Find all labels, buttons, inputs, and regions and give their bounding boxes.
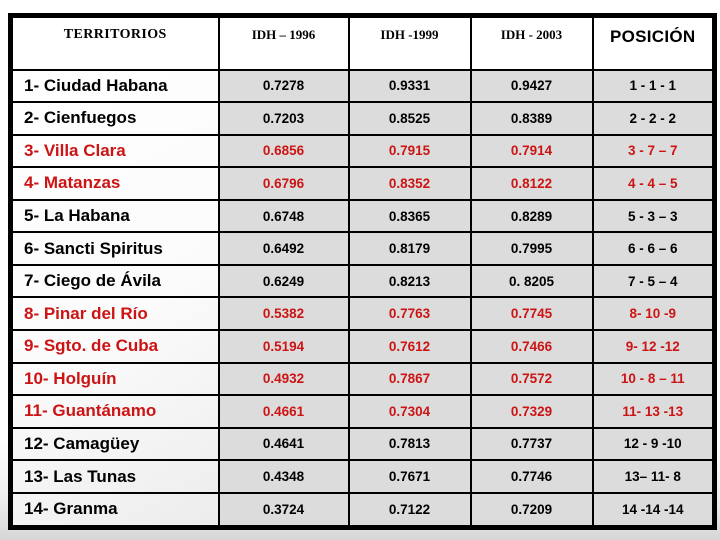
territory-cell: 11- Guantánamo (9, 394, 220, 429)
posicion-cell: 14 -14 -14 (591, 491, 716, 529)
table-row: 3- Villa Clara 0.6856 0.7915 0.7914 3 - 7 – … (9, 133, 716, 169)
territory-cell: 10- Holguín (9, 361, 220, 397)
territory-cell: 4- Matanzas (9, 166, 220, 201)
idh-1999-cell: 0.7763 (347, 296, 472, 331)
idh-1996-cell: 0.4661 (217, 394, 350, 429)
territory-cell: 2- Cienfuegos (9, 101, 220, 136)
idh-1999-cell: 0.7915 (347, 133, 472, 169)
territory-cell: 9- Sgto. de Cuba (9, 329, 220, 364)
idh-1999-cell: 0.8525 (347, 101, 472, 136)
idh-2003-cell: 0.7995 (469, 231, 594, 266)
idh-1996-cell: 0.5382 (217, 296, 350, 331)
posicion-cell: 10 - 8 – 11 (591, 361, 716, 397)
idh-1996-cell: 0.6856 (217, 133, 350, 169)
table-row: 11- Guantánamo 0.4661 0.7304 0.7329 11- 13 -… (9, 394, 716, 429)
territory-cell: 13- Las Tunas (9, 459, 220, 494)
idh-1999-cell: 0.7122 (347, 491, 472, 529)
table-row: 7- Ciego de Ávila 0.6249 0.8213 0. 8205 7 - … (9, 263, 716, 299)
idh-1999-cell: 0.7813 (347, 426, 472, 462)
posicion-cell: 5 - 3 – 3 (591, 198, 716, 234)
idh-1999-cell: 0.8179 (347, 231, 472, 266)
idh-1999-cell: 0.8213 (347, 263, 472, 299)
idh-1999-cell: 0.8352 (347, 166, 472, 201)
idh-1999-cell: 0.7671 (347, 459, 472, 494)
idh-1996-cell: 0.7203 (217, 101, 350, 136)
territory-cell: 7- Ciego de Ávila (9, 263, 220, 299)
table-row: 2- Cienfuegos 0.7203 0.8525 0.8389 2 - 2 - 2 (9, 101, 716, 136)
idh-1999-cell: 0.7304 (347, 394, 472, 429)
idh-1999-cell: 0.7612 (347, 329, 472, 364)
idh-2003-cell: 0.7745 (469, 296, 594, 331)
territory-cell: 6- Sancti Spiritus (9, 231, 220, 266)
posicion-cell: 9- 12 -12 (591, 329, 716, 364)
idh-1996-cell: 0.4641 (217, 426, 350, 462)
table-row: 12- Camagüey 0.4641 0.7813 0.7737 12 - 9 -10 (9, 426, 716, 462)
idh-1996-cell: 0.6249 (217, 263, 350, 299)
territory-cell: 3- Villa Clara (9, 133, 220, 169)
idh-2003-cell: 0.7209 (469, 491, 594, 529)
posicion-cell: 13– 11- 8 (591, 459, 716, 494)
territory-cell: 8- Pinar del Río (9, 296, 220, 331)
table-body: 1- Ciudad Habana 0.7278 0.9331 0.9427 1 - 1 … (9, 68, 716, 529)
idh-2003-cell: 0.9427 (469, 68, 594, 104)
posicion-cell: 2 - 2 - 2 (591, 101, 716, 136)
idh-2003-cell: 0.8389 (469, 101, 594, 136)
idh-1996-cell: 0.5194 (217, 329, 350, 364)
posicion-cell: 12 - 9 -10 (591, 426, 716, 462)
column-header-posicion: POSICIÓN (591, 14, 716, 71)
table-row: 8- Pinar del Río 0.5382 0.7763 0.7745 8- 10 … (9, 296, 716, 331)
idh-2003-cell: 0.7914 (469, 133, 594, 169)
idh-2003-cell: 0.8122 (469, 166, 594, 201)
idh-1999-cell: 0.7867 (347, 361, 472, 397)
idh-2003-cell: 0.7329 (469, 394, 594, 429)
posicion-cell: 8- 10 -9 (591, 296, 716, 331)
posicion-cell: 1 - 1 - 1 (591, 68, 716, 104)
table-row: 1- Ciudad Habana 0.7278 0.9331 0.9427 1 - 1 … (9, 68, 716, 104)
posicion-cell: 7 - 5 – 4 (591, 263, 716, 299)
table-row: 5- La Habana 0.6748 0.8365 0.8289 5 - 3 – 3 (9, 198, 716, 234)
idh-1996-cell: 0.4932 (217, 361, 350, 397)
idh-1996-cell: 0.4348 (217, 459, 350, 494)
idh-1996-cell: 0.3724 (217, 491, 350, 529)
idh-1996-cell: 0.6796 (217, 166, 350, 201)
header-row: TERRITORIOS IDH – 1996 IDH -1999 IDH - 2… (9, 14, 716, 71)
territory-cell: 5- La Habana (9, 198, 220, 234)
posicion-cell: 11- 13 -13 (591, 394, 716, 429)
posicion-cell: 4 - 4 – 5 (591, 166, 716, 201)
territory-cell: 14- Granma (9, 491, 220, 529)
idh-1996-cell: 0.6492 (217, 231, 350, 266)
table-row: 14- Granma 0.3724 0.7122 0.7209 14 -14 -14 (9, 491, 716, 529)
territory-cell: 12- Camagüey (9, 426, 220, 462)
idh-2003-cell: 0.7466 (469, 329, 594, 364)
column-header-idh-1996: IDH – 1996 (217, 14, 350, 71)
idh-1996-cell: 0.7278 (217, 68, 350, 104)
idh-territories-table: TERRITORIOS IDH – 1996 IDH -1999 IDH - 2… (8, 13, 717, 530)
table-header: TERRITORIOS IDH – 1996 IDH -1999 IDH - 2… (9, 14, 716, 71)
idh-1999-cell: 0.8365 (347, 198, 472, 234)
table-row: 13- Las Tunas 0.4348 0.7671 0.7746 13– 11- 8 (9, 459, 716, 494)
idh-2003-cell: 0.7746 (469, 459, 594, 494)
table-row: 6- Sancti Spiritus 0.6492 0.8179 0.7995 6 - … (9, 231, 716, 266)
table-row: 4- Matanzas 0.6796 0.8352 0.8122 4 - 4 – 5 (9, 166, 716, 201)
column-header-territorios: TERRITORIOS (9, 14, 220, 71)
column-header-idh-1999: IDH -1999 (347, 14, 472, 71)
table-row: 9- Sgto. de Cuba 0.5194 0.7612 0.7466 9- 12 … (9, 329, 716, 364)
posicion-cell: 3 - 7 – 7 (591, 133, 716, 169)
idh-2003-cell: 0.8289 (469, 198, 594, 234)
idh-1996-cell: 0.6748 (217, 198, 350, 234)
column-header-idh-2003: IDH - 2003 (469, 14, 594, 71)
idh-1999-cell: 0.9331 (347, 68, 472, 104)
territory-cell: 1- Ciudad Habana (9, 68, 220, 104)
idh-2003-cell: 0. 8205 (469, 263, 594, 299)
idh-2003-cell: 0.7572 (469, 361, 594, 397)
table-row: 10- Holguín 0.4932 0.7867 0.7572 10 - 8 – 11 (9, 361, 716, 397)
posicion-cell: 6 - 6 – 6 (591, 231, 716, 266)
idh-2003-cell: 0.7737 (469, 426, 594, 462)
